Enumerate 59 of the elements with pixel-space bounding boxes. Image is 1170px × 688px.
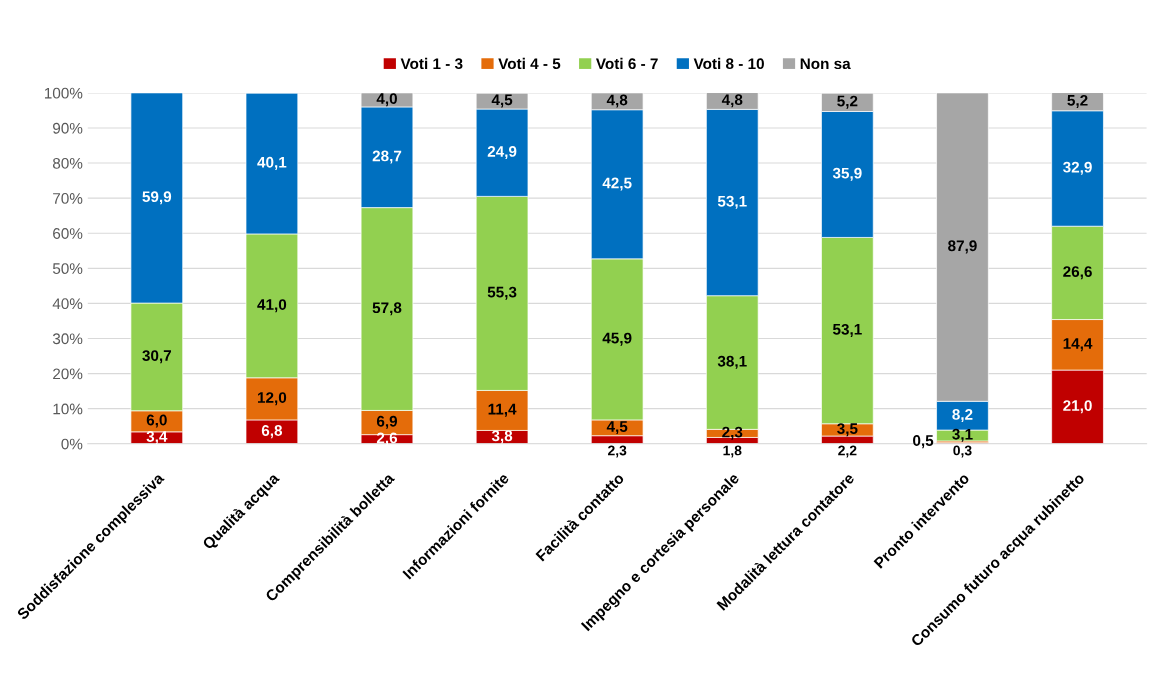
data-label: 12,0 [257, 392, 287, 406]
legend-label: Voti 6 - 7 [595, 57, 658, 70]
data-label: 26,6 [1063, 266, 1092, 280]
data-label: 4,8 [606, 94, 628, 108]
data-label: 4,8 [721, 94, 743, 108]
data-label: 0,5 [913, 435, 934, 449]
data-label: 53,1 [717, 195, 747, 209]
data-label: 35,9 [832, 167, 862, 181]
data-label: 2,3 [608, 445, 627, 458]
data-label: 2,3 [722, 426, 743, 440]
data-label: 1,8 [723, 445, 742, 458]
data-label: 3,1 [952, 428, 973, 442]
data-label: 87,9 [948, 240, 977, 254]
data-label: 6,9 [376, 415, 398, 429]
data-label: 2,6 [376, 432, 398, 446]
y-tick-label: 20% [53, 368, 83, 380]
data-label: 42,5 [602, 177, 632, 191]
data-label: 0,3 [953, 445, 972, 458]
legend-label: Voti 4 - 5 [498, 57, 561, 70]
data-label: 3,8 [491, 430, 513, 444]
data-label: 4,0 [376, 93, 397, 107]
data-label: 14,4 [1063, 338, 1093, 352]
y-tick-label: 40% [52, 298, 83, 310]
data-label: 40,1 [257, 156, 287, 170]
y-tick-label: 30% [52, 333, 83, 345]
data-label: 6,0 [146, 414, 167, 428]
data-label: 3,4 [146, 431, 168, 445]
data-label: 4,5 [491, 94, 513, 108]
legend-label: Voti 8 - 10 [693, 57, 764, 70]
y-tick-label: 100% [44, 87, 83, 99]
data-label: 21,0 [1063, 400, 1092, 414]
data-label: 5,2 [837, 95, 858, 109]
y-tick-label: 80% [52, 157, 83, 169]
data-label: 57,8 [372, 302, 402, 316]
data-label: 24,9 [487, 145, 517, 160]
data-label: 38,1 [717, 355, 747, 369]
y-tick-label: 70% [53, 193, 83, 204]
y-tick-label: 90% [53, 122, 83, 134]
data-label: 4,5 [606, 421, 628, 435]
y-tick-label: 60% [53, 228, 83, 239]
data-label: 28,7 [372, 150, 402, 164]
data-label: 3,5 [837, 423, 858, 437]
y-tick-label: 10% [53, 403, 83, 415]
y-tick-label: 50% [52, 263, 83, 275]
y-tick-label: 0% [61, 438, 83, 450]
data-label: 41,0 [257, 299, 287, 313]
data-label: 45,9 [602, 332, 632, 346]
data-label: 11,4 [488, 403, 517, 417]
data-label: 55,3 [487, 286, 517, 300]
legend-label: Non sa [800, 58, 851, 70]
data-label: 6,8 [261, 425, 283, 439]
data-label: 53,1 [832, 323, 862, 337]
data-label: 30,7 [142, 350, 171, 364]
data-label: 2,2 [838, 445, 857, 458]
legend-label: Voti 1 - 3 [400, 57, 463, 70]
data-label: 32,9 [1063, 161, 1092, 175]
data-label: 5,2 [1067, 94, 1088, 108]
data-label: 59,9 [142, 191, 172, 205]
data-label: 8,2 [952, 408, 973, 423]
